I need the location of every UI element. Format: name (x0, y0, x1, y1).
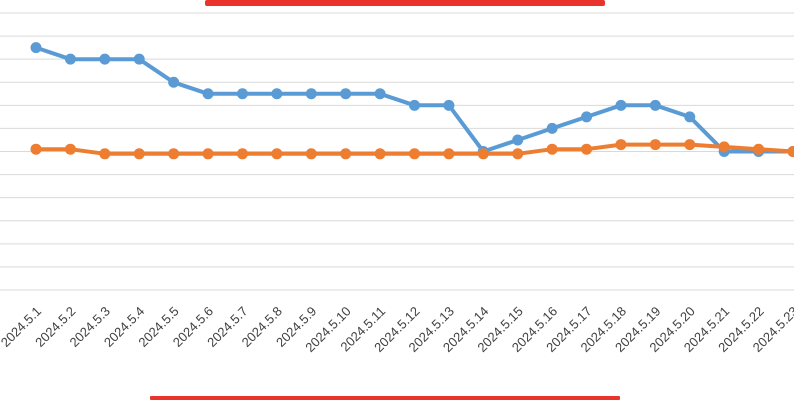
data-point-series-1 (236, 88, 248, 100)
data-point-series-1 (443, 99, 455, 111)
data-point-series-1 (649, 99, 661, 111)
data-point-series-1 (581, 111, 593, 123)
data-point-series-2 (615, 139, 627, 151)
data-point-series-2 (133, 148, 145, 160)
data-point-series-1 (409, 99, 420, 111)
data-point-series-1 (30, 42, 42, 54)
data-point-series-2 (99, 148, 111, 160)
data-point-series-2 (271, 148, 283, 160)
data-point-series-1 (64, 53, 76, 65)
data-point-series-1 (99, 53, 111, 65)
data-point-series-2 (512, 148, 524, 160)
data-point-series-1 (168, 76, 180, 88)
data-point-series-2 (30, 143, 42, 155)
data-point-series-1 (340, 88, 352, 100)
legend-cropped (150, 396, 620, 400)
data-point-series-2 (236, 148, 248, 160)
data-point-series-1 (133, 53, 145, 65)
data-point-series-2 (684, 139, 696, 151)
data-point-series-2 (546, 143, 558, 155)
data-point-series-2 (168, 148, 180, 160)
data-point-series-1 (202, 88, 214, 100)
series-points (30, 42, 794, 160)
data-point-series-1 (305, 88, 317, 100)
data-point-series-2 (787, 146, 794, 157)
data-point-series-2 (477, 148, 489, 160)
data-point-series-1 (374, 88, 386, 100)
chart-title-cropped (205, 0, 605, 6)
data-point-series-2 (581, 143, 593, 155)
data-point-series-2 (649, 139, 661, 151)
data-point-series-2 (753, 143, 765, 155)
series-line-1 (34, 45, 794, 154)
data-point-series-1 (546, 122, 558, 134)
data-point-series-2 (443, 148, 455, 160)
data-point-series-2 (340, 148, 352, 160)
data-point-series-2 (374, 148, 386, 160)
data-point-series-1 (271, 88, 283, 100)
data-point-series-2 (202, 148, 214, 160)
x-axis-tick-labels: 2024.5.12024.5.22024.5.32024.5.42024.5.5… (0, 304, 794, 356)
data-point-series-2 (409, 148, 420, 160)
data-point-series-1 (684, 111, 696, 123)
gridlines (0, 12, 794, 291)
data-point-series-2 (64, 143, 76, 155)
data-point-series-2 (305, 148, 317, 160)
data-point-series-1 (615, 99, 627, 111)
data-point-series-1 (512, 134, 524, 146)
data-point-series-2 (718, 141, 730, 153)
